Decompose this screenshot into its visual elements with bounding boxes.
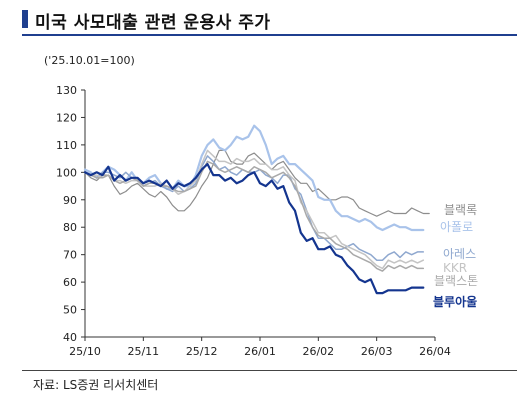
title-marker (22, 10, 28, 28)
chart-axes: 40 50 60 70 80 90 100 110 120 130 25/10 25/11 25/12 2… (56, 84, 451, 358)
series-line (84, 149, 430, 217)
y-tick-label: 40 (63, 331, 77, 344)
x-tick-label: 25/12 (186, 345, 218, 358)
y-tick-label: 80 (63, 221, 77, 234)
y-tick-label: 100 (56, 166, 77, 179)
y-tick-label: 130 (56, 84, 77, 97)
x-tick-label: 25/10 (69, 345, 101, 358)
x-tick-label: 26/04 (419, 345, 451, 358)
x-tick-label: 25/11 (127, 345, 159, 358)
source-note: 자료: LS증권 리서치센터 (33, 378, 159, 392)
series-line (84, 149, 425, 270)
y-tick-label: 110 (56, 139, 77, 152)
y-tick-label: 90 (63, 194, 77, 207)
legend-label: 블랙스톤 (434, 274, 478, 288)
chart-title: 미국 사모대출 관련 운용사 주가 (35, 13, 271, 33)
legend-label: 블루아울 (433, 294, 477, 309)
legend-label: KKR (443, 261, 467, 275)
title-underline (22, 34, 517, 36)
legend-label: 아폴로 (440, 220, 473, 234)
y-tick-label: 70 (63, 249, 77, 262)
series-line (83, 163, 425, 295)
unit-note: ('25.10.01=100) (44, 54, 135, 67)
footer-divider (22, 370, 517, 371)
x-tick-label: 26/02 (302, 345, 334, 358)
y-tick-label: 120 (56, 111, 77, 124)
legend-label: 블랙록 (444, 203, 477, 217)
x-tick-label: 26/01 (244, 345, 276, 358)
series-line (84, 160, 425, 272)
x-tick-label: 26/03 (361, 345, 393, 358)
chart-series (83, 124, 430, 295)
y-tick-label: 50 (63, 304, 77, 317)
legend-label: 아레스 (443, 247, 476, 261)
y-tick-label: 60 (63, 276, 77, 289)
